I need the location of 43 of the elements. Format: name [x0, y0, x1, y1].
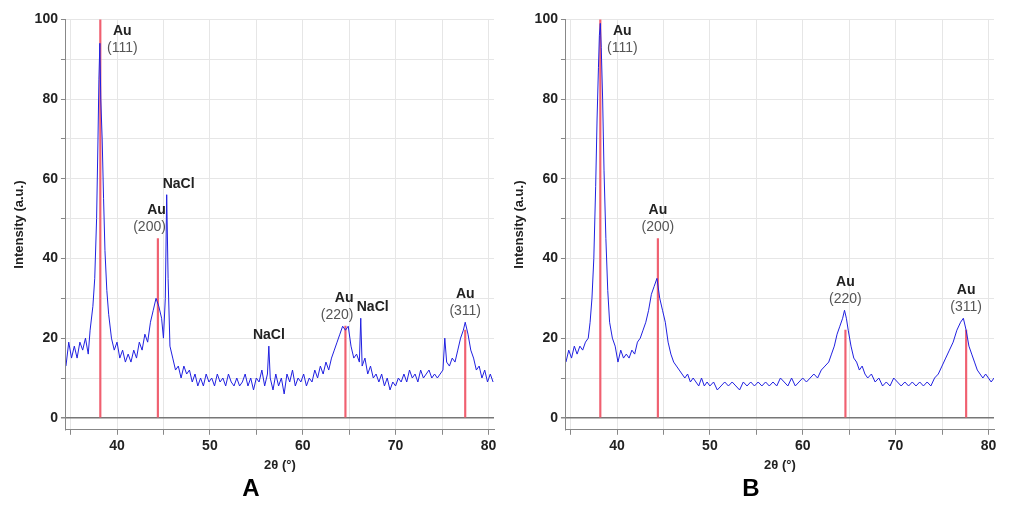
y-tick-label: 20 — [42, 329, 59, 346]
y-tick-label: 0 — [50, 408, 59, 425]
annotation: Au (311) — [449, 285, 482, 319]
y-tick-label: 20 — [542, 329, 559, 346]
x-tick-label: 60 — [794, 437, 811, 454]
x-tick-label: 80 — [480, 437, 497, 454]
x-tick-label: 80 — [980, 437, 997, 454]
x-tick-label: 50 — [202, 437, 218, 454]
y-tick-label: 100 — [534, 10, 559, 27]
text: B — [742, 474, 760, 502]
x-axis-title: 2θ (°) — [264, 456, 296, 472]
annotation: Au (200) — [133, 201, 166, 235]
x-tick-label: 60 — [294, 437, 311, 454]
x-tick-label: 70 — [387, 437, 404, 454]
annotation: Au (220) — [829, 273, 862, 307]
annotation: NaCl — [356, 298, 389, 315]
y-tick-label: 60 — [42, 169, 59, 186]
annotation: Au (311) — [950, 281, 982, 315]
y-tick-label: 80 — [542, 89, 559, 106]
annotation: Au (111) — [607, 22, 638, 56]
annotation: Au (220) — [320, 289, 354, 323]
x-axis-title: 2θ (°) — [764, 456, 796, 472]
x-tick-label: 40 — [609, 437, 626, 454]
y-tick-label: 0 — [550, 408, 559, 425]
annotation: NaCl — [252, 325, 285, 342]
annotation: Au (111) — [107, 22, 138, 56]
y-tick-label: 40 — [42, 249, 59, 266]
x-tick-label: 70 — [887, 437, 904, 454]
bar — [344, 325, 347, 418]
text: A — [242, 474, 260, 502]
y-tick-label: 60 — [542, 169, 559, 186]
annotation: NaCl — [162, 174, 195, 191]
y-tick-label: 80 — [42, 89, 59, 106]
bar — [464, 329, 467, 418]
annotation: Au (200) — [641, 201, 675, 235]
x-tick-label: 50 — [702, 437, 718, 454]
y-axis-title: Intensity (a.u.) — [511, 180, 527, 269]
y-tick-label: 40 — [542, 249, 559, 266]
x-tick-label: 40 — [109, 437, 126, 454]
y-axis-title: Intensity (a.u.) — [11, 180, 27, 269]
bar — [156, 238, 159, 418]
y-tick-label: 100 — [34, 10, 59, 27]
bar — [844, 329, 847, 418]
